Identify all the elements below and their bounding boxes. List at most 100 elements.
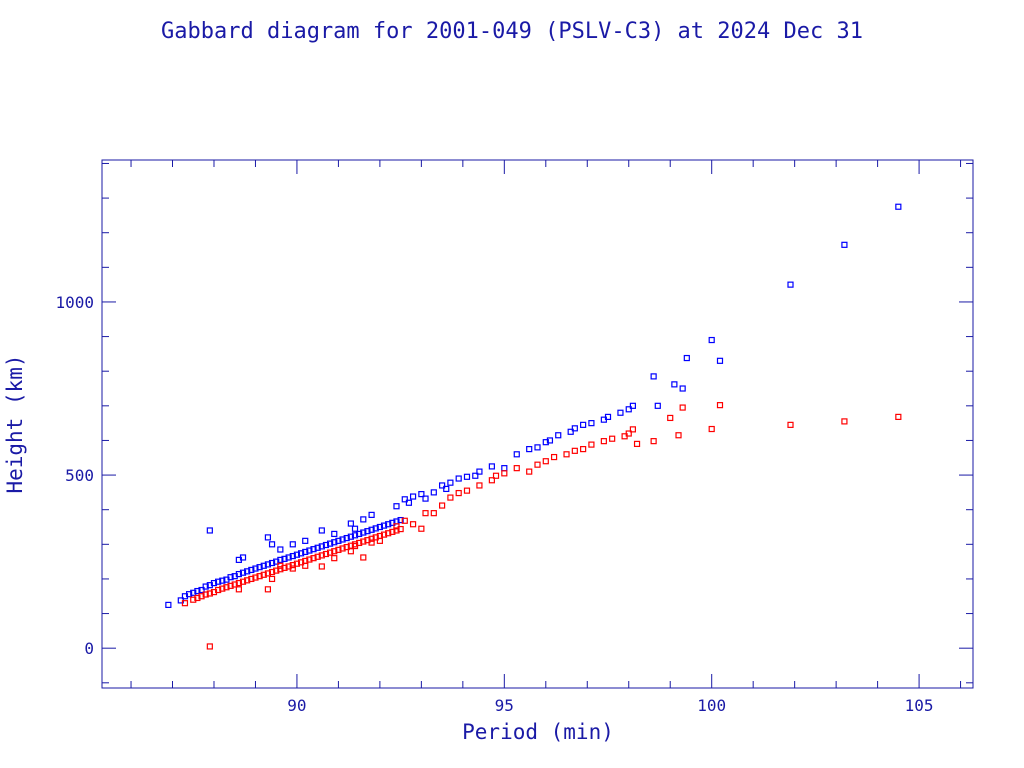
apogee-point [671,381,678,388]
perigee-point [260,571,267,578]
plot-frame [101,159,974,689]
apogee-point [235,570,242,578]
apogee-point [248,566,255,574]
perigee-point [235,579,242,587]
apogee-point [190,589,197,596]
apogee-point [268,559,276,567]
perigee-point [563,451,570,458]
apogee-point [339,536,346,543]
perigee-point [347,548,354,555]
perigee-point [202,591,209,598]
apogee-point [347,520,354,527]
apogee-point [331,539,338,546]
data-points [165,203,902,650]
apogee-point [219,577,226,584]
perigee-point [534,461,541,468]
apogee-point [297,550,305,557]
y-tick-label: 0 [84,639,94,658]
apogee-point [194,587,201,595]
apogee-point [252,565,259,572]
perigee-point [318,563,325,570]
apogee-point [418,491,425,498]
perigee-point [716,402,724,409]
perigee-point [633,440,641,448]
apogee-point [401,496,408,503]
perigee-point [331,548,338,555]
perigee-point [264,570,272,577]
perigee-point [679,404,686,411]
perigee-point [439,502,446,509]
apogee-point [472,472,479,479]
apogee-point [555,432,562,439]
apogee-point [318,527,325,534]
perigee-point [181,600,189,607]
apogee-point [376,523,383,531]
perigee-point [314,553,321,560]
apogee-point [343,534,350,542]
perigee-point [455,489,462,497]
apogee-point [629,402,636,409]
perigee-point [277,562,284,569]
apogee-point [202,583,209,590]
apogee-point [351,532,359,539]
apogee-point [463,473,471,480]
apogee-point [302,548,309,556]
apogee-point [526,446,533,453]
perigee-point [667,414,674,422]
perigee-point [609,435,616,442]
apogee-point [227,574,234,581]
perigee-point [580,446,587,453]
apogee-point [654,402,661,409]
perigee-point [331,555,338,562]
apogee-point [256,564,263,571]
apogee-point [542,439,549,446]
perigee-point [675,432,682,439]
apogee-point [650,373,657,380]
apogee-point [302,537,309,544]
apogee-point [679,385,686,392]
perigee-point [389,528,396,535]
apogee-point [841,241,848,248]
perigee-point [629,426,636,433]
apogee-point [347,533,354,540]
apogee-point [588,420,595,427]
perigee-point [268,575,276,583]
perigee-point [235,586,242,593]
apogee-point [289,552,296,560]
perigee-point [256,573,263,580]
apogee-point [476,468,483,475]
apogee-point [331,530,338,538]
apogee-point [443,485,450,493]
apogee-point [604,413,612,421]
perigee-point [206,590,213,597]
apogee-point [206,527,213,534]
apogee-point [244,568,251,575]
apogee-point [513,451,520,458]
perigee-point [239,578,247,585]
perigee-point [787,421,794,428]
apogee-point [422,495,429,502]
apogee-point [617,409,624,416]
apogee-point [385,521,392,528]
perigee-point [244,577,251,584]
perigee-point [372,534,379,541]
apogee-point [683,354,690,362]
apogee-point [409,493,417,500]
perigee-point [360,538,367,545]
perigee-point [343,543,350,551]
apogee-point [277,546,284,553]
y-tick-label: 500 [65,466,94,485]
perigee-point [273,567,280,574]
perigee-point [327,549,334,556]
perigee-point [401,517,408,524]
apogee-point [716,357,724,364]
perigee-point [447,494,454,501]
apogee-point [364,528,371,535]
y-axis-label: Height (km) [3,354,27,493]
x-tick-label: 95 [495,696,514,715]
y-tick-label: 1000 [55,293,94,312]
perigee-point [215,586,222,594]
perigee-point [268,568,276,576]
perigee-point [513,465,520,472]
apogee-point [281,555,288,562]
